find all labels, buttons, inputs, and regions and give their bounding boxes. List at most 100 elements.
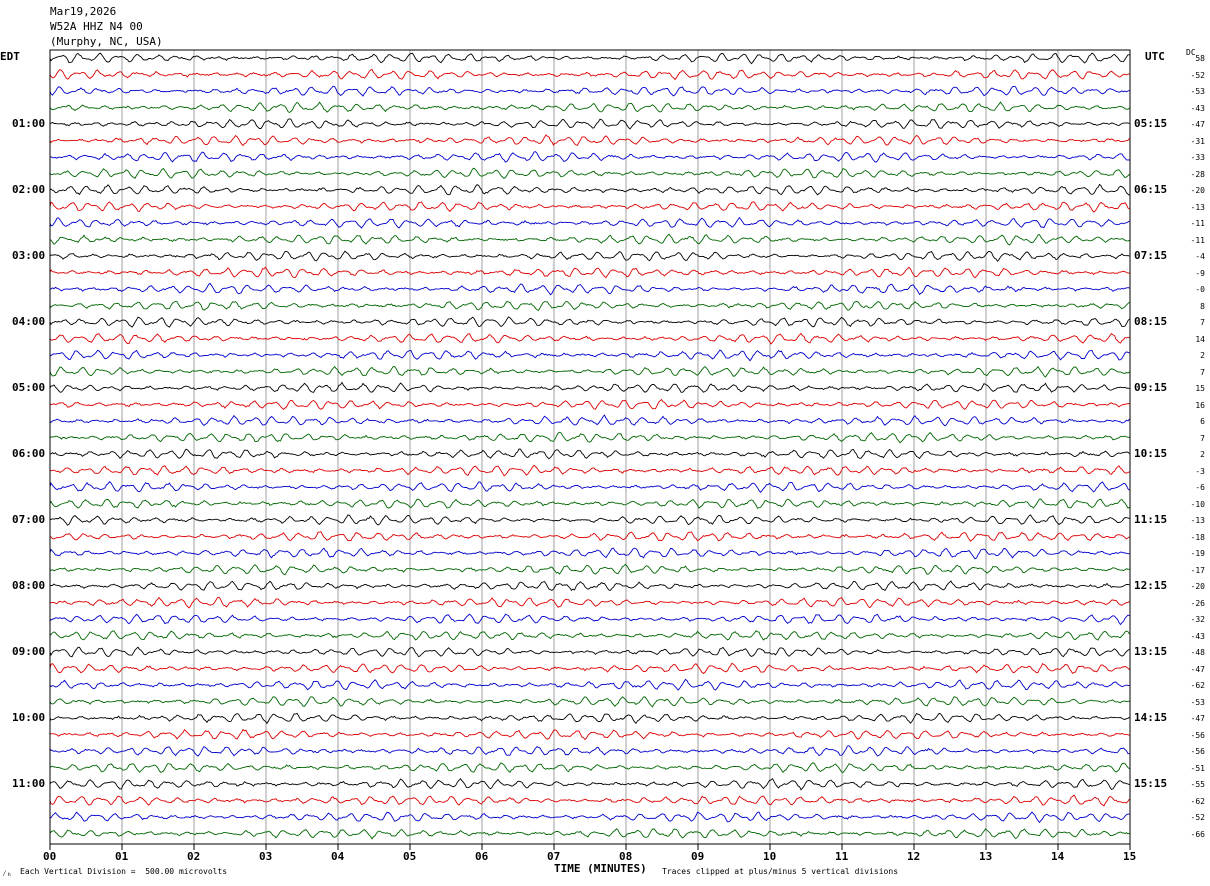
dc-offset-value: 7 (1200, 367, 1205, 377)
trace-line (49, 381, 1130, 393)
x-axis-ticks (49, 844, 1131, 850)
trace-line (49, 613, 1130, 626)
right-hour-label: 07:15 (1134, 249, 1168, 262)
dc-offset-value: -4 (1195, 252, 1205, 261)
x-tick-label: 10 (763, 850, 777, 863)
dc-offset-value: -43 (1190, 631, 1205, 641)
x-tick-label: 14 (1051, 850, 1065, 863)
dc-offset-value: 2 (1200, 450, 1205, 459)
left-hour-label: 05:00 (12, 381, 46, 394)
dc-offset-value: -47 (1190, 120, 1205, 129)
trace-line (49, 777, 1130, 791)
right-hour-label: 05:15 (1134, 117, 1168, 130)
dc-offset-value: -47 (1190, 664, 1205, 674)
x-tick-label: 06 (475, 850, 489, 863)
header-date: Mar19,2026 (50, 5, 117, 18)
dc-offset-value: -11 (1190, 235, 1205, 245)
trace-line (49, 414, 1130, 427)
dc-offset-value: -11 (1190, 219, 1205, 228)
x-tick-label: 15 (1123, 850, 1137, 863)
dc-offset-value: -56 (1190, 730, 1205, 740)
dc-offset-value: 58 (1195, 54, 1205, 63)
header-location: (Murphy, NC, USA) (50, 35, 163, 48)
dc-offset-value: -62 (1190, 796, 1205, 806)
x-tick-label: 08 (619, 850, 633, 863)
trace-line (49, 514, 1130, 526)
trace-line (49, 201, 1130, 213)
x-tick-label: 05 (403, 850, 417, 863)
dc-offset-value: 16 (1195, 400, 1205, 410)
corner-mark: ⁄ₕ (2, 869, 12, 878)
scale-note: Each Vertical Division = 500.00 microvol… (20, 867, 228, 876)
trace-line (50, 398, 1130, 411)
dc-offset-value: 7 (1200, 433, 1205, 443)
trace-line (49, 696, 1130, 708)
trace-line (49, 151, 1130, 163)
dc-offset-value: 15 (1195, 384, 1205, 393)
trace-line (49, 365, 1130, 378)
trace-line (49, 596, 1130, 609)
plot-frame (49, 49, 1131, 845)
x-tick-label: 11 (835, 850, 849, 863)
dc-offset-value: -33 (1190, 153, 1205, 162)
x-tick-label: 12 (907, 850, 921, 863)
trace-line (49, 728, 1130, 741)
left-hour-label: 10:00 (12, 711, 46, 724)
right-hour-label: 12:15 (1134, 579, 1168, 592)
dc-offset-value: -47 (1190, 714, 1205, 723)
dc-offset-value: -26 (1190, 598, 1205, 608)
right-hour-label: 10:15 (1134, 447, 1168, 460)
right-hour-label: 15:15 (1134, 777, 1168, 790)
right-hour-label: 06:15 (1134, 183, 1168, 196)
right-hour-label: 09:15 (1134, 381, 1168, 394)
left-zone-label: EDT (0, 50, 20, 63)
trace-line (49, 745, 1130, 757)
trace-line (49, 101, 1130, 114)
trace-line (49, 431, 1130, 444)
dc-offset-value: 8 (1200, 301, 1205, 311)
right-zone-label: UTC (1145, 50, 1165, 63)
trace-line (49, 794, 1130, 807)
dc-offset-value: -9 (1195, 268, 1205, 278)
header-station: W52A HHZ N4 00 (50, 20, 143, 33)
x-tick-label: 09 (691, 850, 705, 863)
dc-offset-value: -55 (1190, 780, 1205, 789)
dc-offset-value: -43 (1190, 103, 1205, 113)
dc-offset-value: -6 (1195, 483, 1205, 492)
x-tick-label: 02 (187, 850, 201, 863)
dc-offset-value: 2 (1200, 351, 1205, 360)
trace-line (49, 300, 1130, 311)
trace-line (49, 662, 1130, 675)
x-axis-label: TIME (MINUTES) (554, 862, 647, 875)
dc-offset-value: -0 (1195, 285, 1205, 294)
x-tick-label: 00 (43, 850, 57, 863)
dc-offset-value: -20 (1190, 582, 1205, 591)
trace-line (49, 580, 1130, 591)
dc-label: DC (1186, 48, 1196, 57)
trace-line (49, 118, 1130, 130)
x-tick-label: 01 (115, 850, 129, 863)
trace-line (49, 233, 1130, 246)
dc-offset-value: -19 (1190, 549, 1205, 558)
left-hour-label: 03:00 (12, 249, 46, 262)
trace-line (49, 547, 1130, 560)
dc-offset-value: -13 (1190, 202, 1205, 212)
dc-offset-value: 14 (1195, 334, 1205, 344)
left-hour-label: 01:00 (12, 117, 46, 130)
dc-offset-value: -53 (1190, 697, 1205, 707)
trace-line (49, 630, 1130, 641)
trace-line (49, 498, 1130, 509)
dc-offset-value: -20 (1190, 186, 1205, 195)
trace-line (49, 678, 1130, 691)
trace-line (49, 216, 1130, 229)
dc-offset-value: -52 (1190, 813, 1205, 822)
x-tick-label: 13 (979, 850, 993, 863)
left-hour-label: 07:00 (12, 513, 46, 526)
x-tick-label: 04 (331, 850, 345, 863)
trace-line (49, 762, 1130, 774)
dc-offset-value: -28 (1190, 169, 1205, 179)
x-tick-label: 07 (547, 850, 561, 863)
trace-line (49, 828, 1130, 840)
trace-line (49, 316, 1130, 328)
right-hour-label: 08:15 (1134, 315, 1168, 328)
